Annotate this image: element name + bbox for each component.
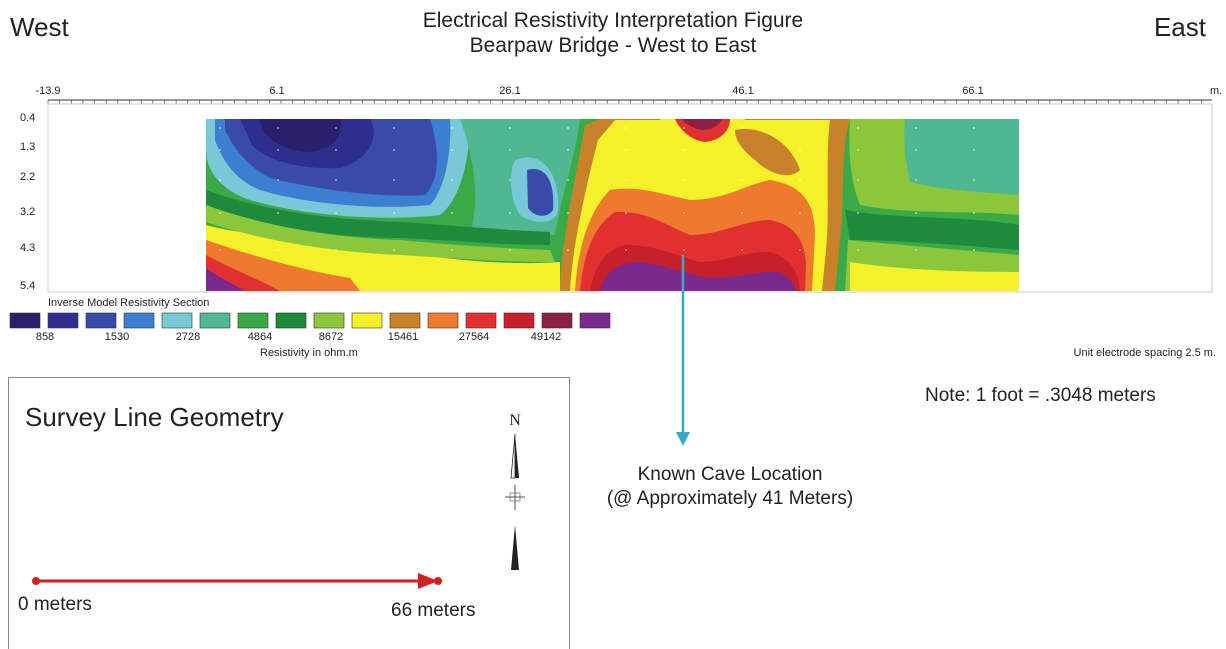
x-tick-label: 46.1 — [732, 85, 753, 97]
survey-start-point — [32, 577, 40, 585]
x-tick-label: -13.9 — [35, 85, 60, 97]
legend-swatch — [237, 312, 269, 329]
legend-swatches — [9, 312, 611, 329]
legend-unit: Resistivity in ohm.m — [260, 347, 358, 359]
legend-swatch — [579, 312, 611, 329]
title-line-2: Bearpaw Bridge - West to East — [469, 34, 757, 57]
cave-annotation: Known Cave Location (@ Approximately 41 … — [560, 463, 900, 511]
survey-end-label: 66 meters — [391, 600, 476, 621]
cave-label-line-2: (@ Approximately 41 Meters) — [606, 488, 854, 509]
survey-geometry-panel — [8, 377, 570, 649]
x-tick-label: 6.1 — [269, 85, 284, 97]
cave-pointer-arrowhead — [676, 432, 690, 446]
legend-swatch — [199, 312, 231, 329]
west-label: West — [10, 12, 69, 42]
legend-swatch — [9, 312, 41, 329]
cave-label-line-1: Known Cave Location — [637, 464, 823, 485]
electrode-spacing-note: Unit electrode spacing 2.5 m. — [1073, 347, 1216, 359]
legend-title: Inverse Model Resistivity Section — [48, 297, 210, 309]
legend-swatch — [351, 312, 383, 329]
legend-value: 15461 — [387, 331, 419, 343]
section-frame — [47, 103, 1213, 293]
legend-value: 49142 — [530, 331, 562, 343]
north-arrow-icon — [505, 433, 525, 570]
figure-title: Electrical Resistivity Interpretation Fi… — [0, 8, 1226, 58]
depth-label: 4.3 — [20, 242, 35, 254]
legend-value: 8672 — [318, 331, 344, 343]
legend-swatch — [313, 312, 345, 329]
depth-label: 5.4 — [20, 280, 35, 292]
legend-value: 4864 — [247, 331, 273, 343]
survey-start-label: 0 meters — [18, 594, 92, 615]
depth-label: 3.2 — [20, 206, 35, 218]
east-label: East — [1153, 12, 1206, 42]
legend-swatch — [541, 312, 573, 329]
legend-swatch — [275, 312, 307, 329]
x-tick-label: 66.1 — [962, 85, 983, 97]
depth-label: 0.4 — [20, 112, 35, 124]
resistivity-section — [206, 119, 1019, 291]
survey-geometry-title: Survey Line Geometry — [25, 402, 284, 432]
depth-label: 1.3 — [20, 141, 35, 153]
x-unit-label: m. — [1210, 85, 1222, 97]
legend-swatch — [123, 312, 155, 329]
depth-label: 2.2 — [20, 171, 35, 183]
legend-value: 1530 — [104, 331, 130, 343]
legend-swatch — [47, 312, 79, 329]
legend-value: 27564 — [458, 331, 490, 343]
legend-swatch — [389, 312, 421, 329]
unit-conversion-note: Note: 1 foot = .3048 meters — [925, 385, 1156, 406]
x-tick-label: 26.1 — [499, 85, 520, 97]
legend-swatch — [465, 312, 497, 329]
legend-swatch — [503, 312, 535, 329]
legend-value: 2728 — [175, 331, 201, 343]
x-axis-minor-ticks — [47, 100, 1202, 104]
legend-value: 858 — [35, 331, 55, 343]
legend-swatch — [161, 312, 193, 329]
survey-end-point — [434, 577, 442, 585]
title-line-1: Electrical Resistivity Interpretation Fi… — [422, 9, 804, 32]
legend-swatch — [85, 312, 117, 329]
legend-swatch — [427, 312, 459, 329]
survey-arrowhead — [418, 573, 438, 589]
north-label: N — [509, 412, 521, 429]
